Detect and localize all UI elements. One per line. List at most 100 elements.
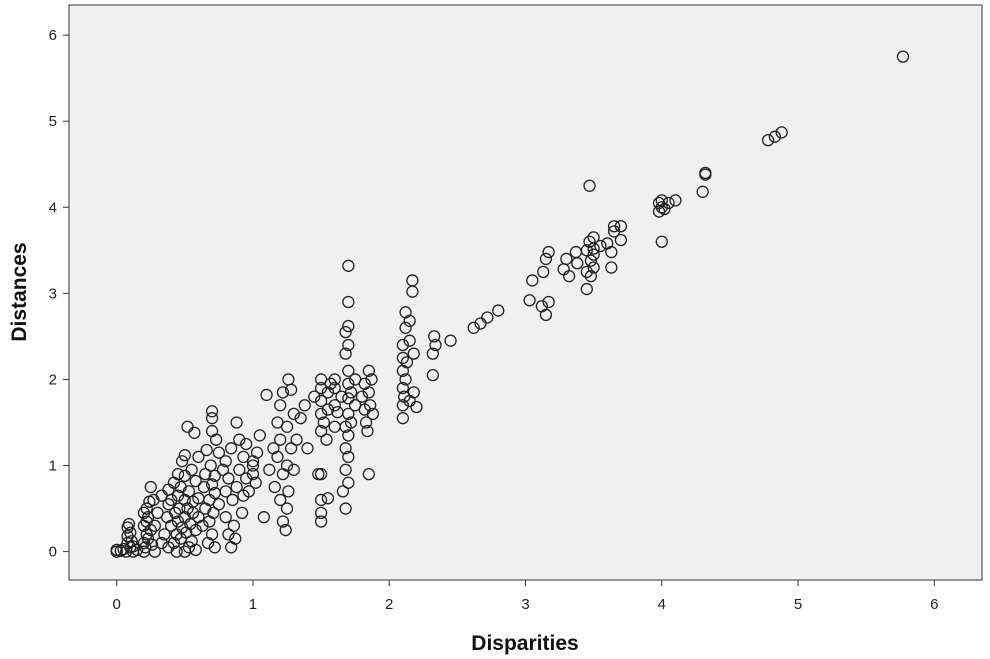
data-point [366, 407, 380, 421]
data-point [410, 400, 423, 414]
data-point [580, 265, 593, 278]
data-point [344, 386, 358, 399]
y-tick-label: 0 [49, 544, 57, 561]
axis-ticks: 0 1 2 3 4 5 6 0 1 2 3 4 5 6 [49, 27, 939, 613]
data-point [669, 194, 682, 207]
data-point [189, 474, 202, 488]
data-point [396, 412, 410, 425]
data-point [614, 233, 628, 247]
data-point [230, 416, 243, 429]
data-point [216, 463, 230, 476]
data-point [182, 485, 196, 498]
data-point [126, 540, 140, 553]
x-tick-label: 1 [249, 596, 257, 613]
data-point [124, 526, 137, 539]
y-tick-label: 5 [49, 113, 57, 130]
data-point [314, 467, 328, 481]
data-point [324, 377, 337, 390]
data-point [210, 433, 223, 446]
data-point [226, 493, 239, 507]
data-point [257, 511, 271, 524]
data-point [429, 338, 442, 352]
data-point [580, 244, 593, 257]
data-point [205, 528, 219, 541]
data-point [342, 377, 355, 390]
data-point [141, 532, 155, 545]
data-point [336, 485, 350, 498]
data-point [342, 338, 355, 352]
data-point [110, 543, 123, 557]
data-point [249, 476, 262, 489]
data-point [342, 295, 355, 309]
data-point [246, 459, 260, 472]
plot-area [68, 4, 983, 581]
data-point [294, 412, 307, 425]
data-point [298, 399, 311, 412]
data-point [342, 392, 355, 405]
data-point [403, 334, 416, 347]
data-point [403, 314, 416, 328]
data-point [314, 515, 328, 528]
data-point [233, 433, 246, 446]
data-point [171, 515, 185, 528]
data-point [308, 390, 321, 403]
data-point [158, 528, 171, 541]
data-point [287, 463, 300, 476]
data-point [280, 502, 294, 515]
data-point [594, 239, 607, 253]
data-point [200, 443, 213, 457]
data-point [362, 364, 375, 377]
data-point [225, 442, 238, 455]
data-point [284, 383, 298, 396]
data-point [208, 469, 221, 482]
data-point [339, 502, 352, 515]
data-point [444, 334, 457, 347]
data-point [274, 399, 287, 412]
data-point [219, 511, 232, 524]
data-point [314, 424, 328, 438]
data-point [229, 532, 242, 545]
data-point [274, 433, 287, 446]
data-point [317, 416, 330, 429]
data-point [321, 403, 335, 416]
data-point [144, 480, 157, 494]
data-point [339, 442, 352, 455]
y-tick-label: 2 [49, 371, 57, 388]
data-point [328, 381, 341, 395]
data-point [361, 424, 374, 438]
data-point [170, 545, 183, 558]
data-point [655, 194, 668, 207]
data-point [189, 543, 202, 557]
data-point [699, 166, 712, 180]
data-point [342, 259, 355, 272]
data-point [175, 455, 189, 468]
data-point [189, 523, 202, 537]
data-point [655, 201, 668, 214]
data-point [537, 265, 550, 278]
data-point [253, 429, 266, 442]
data-point [583, 179, 596, 192]
data-point [542, 295, 555, 309]
data-point [587, 261, 600, 274]
data-point [364, 399, 377, 412]
data-point [467, 321, 480, 334]
data-point [342, 364, 355, 377]
data-point [407, 347, 420, 360]
data-point [144, 523, 157, 537]
data-point [396, 338, 410, 352]
y-tick-label: 4 [49, 199, 57, 216]
data-point [181, 420, 194, 433]
data-point [130, 543, 144, 557]
data-point [185, 463, 198, 476]
data-point [605, 245, 618, 259]
data-point [344, 416, 358, 429]
data-point [276, 386, 290, 399]
data-point [199, 467, 212, 481]
data-point [290, 433, 303, 446]
data-point [562, 269, 576, 283]
data-point [219, 485, 232, 498]
y-tick-label: 6 [49, 27, 57, 44]
data-point [481, 311, 494, 324]
data-point [342, 476, 355, 489]
